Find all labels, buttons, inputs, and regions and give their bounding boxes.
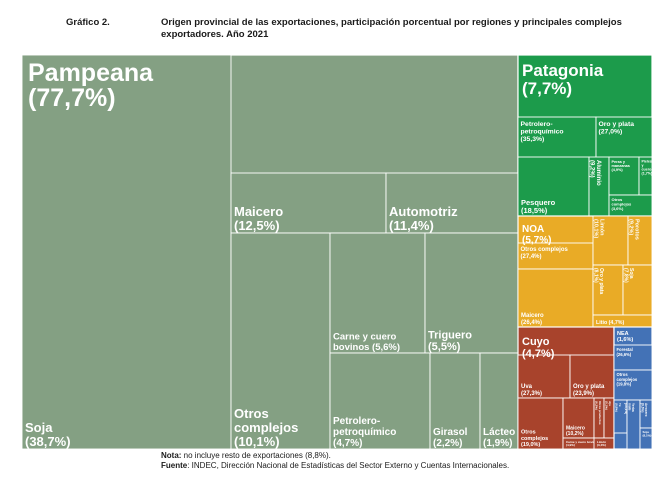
cell-label-nea-forestal: Forestal (26,6%) (617, 347, 633, 357)
cell-label-noa-maicero: Maicero (26,4%) (521, 313, 544, 326)
cell-label-pampeana-soja: Soja (38,7%) (25, 420, 71, 449)
region-label-cuyo: Cuyo (4,7%) (522, 336, 555, 360)
chart-title: Origen provincial de las exportaciones, … (161, 17, 622, 40)
footnote-label: Nota: (161, 451, 182, 460)
cell-label-pampeana-otros-complejos: Otros complejos (10,1%) (234, 406, 298, 449)
cell-label-cuyo-ajo: Ajo(5,1%) (605, 401, 612, 410)
region-label-patagonia: Patagonia (7,7%) (522, 61, 604, 98)
cell-label-cuyo-oro-y-plata: Oro y plata (23,9%) (573, 384, 605, 397)
cell-label-nea-yerba-mate: Yerbamate(13,1%) (624, 403, 635, 414)
region-label-pampeana: Pampeana (77,7%) (28, 59, 154, 112)
cell-label-nea-soja: Soja (8,1%) (643, 430, 652, 437)
cell-label-noa-oro-y-plata: Oro y plata(8,1%) (593, 268, 605, 294)
cell-label-pampeana-girasol: Girasol (2,2%) (433, 427, 468, 449)
cell-label-patagonia-oro-y-plata: Oro y plata (27,0%) (599, 121, 635, 136)
cell-label-patagonia-pesquero: Pesquero (18,5%) (521, 198, 556, 215)
cell-label-nea-otros-complejos: Otros complejos (19,8%) (617, 372, 638, 386)
cell-label-pampeana-carne-y-cuero-bovinos: Carne y cuero bovinos (5,6%) (333, 332, 400, 354)
cell-label-patagonia-petrolero-petroquimico: Petrolero-petroquímico (35,3%) (521, 121, 564, 143)
cell-label-patagonia-otros-complejos: Otros complejos (3,6%) (612, 197, 633, 211)
cell-pampeana-carne-y-cuero-bovinos (329, 232, 426, 354)
cell-label-nea-arrocero: Arrocero(9,6%) (641, 403, 649, 417)
cell-label-nea-te: Té(9,8%) (615, 403, 622, 412)
cell-patagonia-pesquero (517, 156, 590, 217)
region-label-noa: NOA (5,7%) (522, 224, 551, 246)
cell-pampeana-soja (22, 55, 232, 449)
cell-label-patagonia-peras-y-manzanas: Peras y manzanas (4,9%) (612, 160, 630, 172)
cell-patagonia-peras-y-manzanas (608, 156, 640, 196)
region-nea: Forestal (26,6%) Otros complejos (19,8%) Té(9… (613, 326, 653, 449)
cell-label-pampeana-automotriz: Automotriz (11,4%) (389, 204, 458, 233)
footnote: Nota: no incluye resto de exportaciones … (161, 451, 331, 461)
cell-nea-otros-complejos (613, 369, 653, 401)
cell-nea-soja (639, 427, 653, 449)
cell-label-noa-litio: Litio (4,7%) (596, 320, 624, 326)
cell-cuyo-otros-complejos (517, 397, 564, 449)
cell-label-pampeana-lacteo: Lácteo (1,9%) (483, 427, 515, 449)
cell-pampeana-otros-complejos (230, 232, 331, 449)
cell-noa-porotos (627, 215, 653, 266)
cell-label-cuyo-otros-productos: Otros productos(6,2%) (595, 401, 602, 425)
cell-label-cuyo-otros-complejos: Otros complejos (19,0%) (521, 430, 548, 448)
treemap-chart: Soja (38,7%) Maicero (12,5%) Automotriz (11,4… (22, 55, 654, 449)
cell-label-cuyo-uva: Uva (27,3%) (521, 384, 542, 397)
cell-noa-otros-complejos (517, 242, 594, 270)
cell-noa-limon (592, 215, 629, 266)
region-cuyo: Uva (27,3%) Oro y plata (23,9%) Otros complej… (517, 326, 615, 449)
region-pampeana: Soja (38,7%) Maicero (12,5%) Automotriz (11,4… (22, 55, 519, 449)
cell-pampeana-automotriz (385, 172, 519, 234)
region-label-nea: NEA (1,6%) (617, 331, 633, 343)
cell-pampeana-girasol (429, 352, 481, 449)
treemap-svg: Soja (38,7%) Maicero (12,5%) Automotriz (11,4… (22, 55, 654, 449)
cell-label-noa-limon: Limón(10,1%) (593, 219, 605, 238)
cell-label-cuyo-maicero: Maicero (10,2%) (566, 426, 585, 438)
footnote-text: no incluye resto de exportaciones (8,8%)… (181, 451, 331, 460)
source-note: Fuente: INDEC, Dirección Nacional de Est… (161, 461, 509, 471)
region-patagonia: Petrolero-petroquímico (35,3%) Oro y plata… (517, 55, 654, 217)
region-noa: Otros complejos (27,4%) Maicero (26,4%) Limó… (517, 215, 653, 328)
chart-label: Gráfico 2. (66, 17, 110, 28)
cell-pampeana-triguero (424, 232, 519, 354)
cell-label-pampeana-maicero: Maicero (12,5%) (234, 204, 283, 233)
cell-pampeana-lacteo (479, 352, 519, 449)
cell-label-cuyo-carne-y-cuero-bovinos: Carne y cuero bovinos (4,9%) (566, 440, 599, 447)
cell-label-noa-porotos: Porotos(9,2%) (628, 219, 640, 240)
cell-noa-oro-y-plata (592, 264, 624, 316)
cell-label-cuyo-limon: Limón (3,4%) (597, 440, 606, 447)
source-label: Fuente (161, 461, 188, 470)
cell-label-patagonia-pieles-y-cueros: Pieles y cueros (1,7%) (642, 160, 654, 176)
cell-label-noa-otros-complejos: Otros complejos (27,4%) (521, 247, 569, 260)
cell-label-noa-soja: Soja(7,8%) (623, 268, 635, 283)
cell-pampeana-petrolero-petroquimico (329, 352, 431, 449)
cell-label-patagonia-aluminio: Aluminio(9,2%) (589, 160, 602, 186)
cell-noa-soja (622, 264, 653, 316)
cell-noa-maicero (517, 268, 594, 328)
cell-label-pampeana-petrolero-petroquimico: Petrolero-petroquímico (4,7%) (333, 416, 396, 449)
cell-nea-forestal (613, 344, 653, 371)
source-text: : INDEC, Dirección Nacional de Estadísti… (187, 461, 510, 470)
cell-label-pampeana-triguero: Triguero (5,5%) (428, 330, 472, 354)
